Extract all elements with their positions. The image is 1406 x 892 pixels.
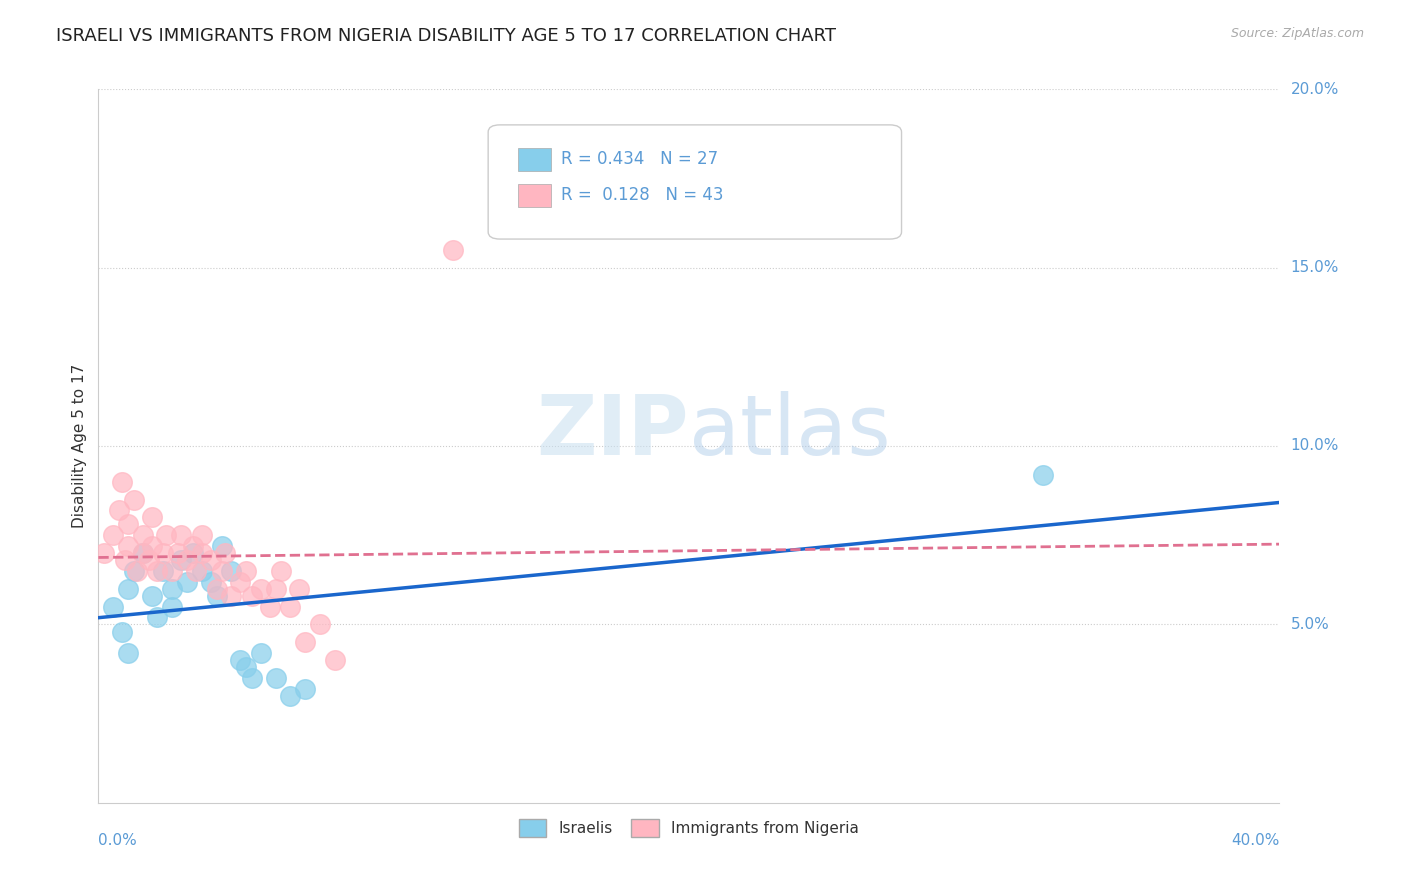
Text: atlas: atlas [689, 392, 890, 472]
Point [170, 528, 193, 542]
Point [235, 660, 257, 674]
Point [176, 553, 198, 567]
Point [170, 553, 193, 567]
Point [280, 599, 302, 614]
Point [93, 546, 115, 560]
Text: R =  0.128   N = 43: R = 0.128 N = 43 [561, 186, 724, 203]
Point [117, 539, 139, 553]
Point [146, 564, 169, 578]
Point [111, 624, 134, 639]
Text: Source: ZipAtlas.com: Source: ZipAtlas.com [1230, 27, 1364, 40]
Y-axis label: Disability Age 5 to 17: Disability Age 5 to 17 [72, 364, 87, 528]
Point [125, 564, 148, 578]
Point [162, 582, 183, 596]
Text: 20.0%: 20.0% [1291, 82, 1339, 96]
Point [162, 564, 183, 578]
Point [181, 546, 204, 560]
Point [264, 671, 287, 685]
Point [211, 539, 233, 553]
Point [309, 617, 332, 632]
FancyBboxPatch shape [517, 184, 551, 207]
Point [250, 582, 273, 596]
Text: 10.0%: 10.0% [1291, 439, 1339, 453]
Point [221, 564, 243, 578]
Point [323, 653, 346, 667]
Point [132, 546, 155, 560]
Point [152, 546, 174, 560]
Point [191, 564, 214, 578]
Point [205, 589, 228, 603]
Point [108, 503, 131, 517]
Point [191, 528, 214, 542]
Text: ISRAELI VS IMMIGRANTS FROM NIGERIA DISABILITY AGE 5 TO 17 CORRELATION CHART: ISRAELI VS IMMIGRANTS FROM NIGERIA DISAB… [56, 27, 837, 45]
Point [205, 582, 228, 596]
Point [132, 546, 155, 560]
Point [264, 582, 287, 596]
Point [191, 546, 214, 560]
Point [167, 546, 190, 560]
Point [122, 492, 145, 507]
Text: 40.0%: 40.0% [1232, 833, 1279, 848]
Point [229, 653, 252, 667]
Point [240, 589, 263, 603]
Point [229, 574, 252, 589]
Point [141, 589, 163, 603]
Point [200, 553, 222, 567]
Text: R = 0.434   N = 27: R = 0.434 N = 27 [561, 150, 718, 168]
Point [117, 517, 139, 532]
Point [240, 671, 263, 685]
Legend: Israelis, Immigrants from Nigeria: Israelis, Immigrants from Nigeria [512, 811, 866, 845]
Point [103, 528, 125, 542]
Point [221, 589, 243, 603]
Point [294, 635, 316, 649]
Point [103, 599, 125, 614]
Point [250, 646, 273, 660]
Point [111, 475, 134, 489]
Point [214, 546, 236, 560]
Point [122, 564, 145, 578]
Point [288, 582, 311, 596]
Point [181, 539, 204, 553]
Point [146, 610, 169, 624]
Text: ZIP: ZIP [537, 392, 689, 472]
FancyBboxPatch shape [488, 125, 901, 239]
Point [200, 574, 222, 589]
Point [235, 564, 257, 578]
Point [117, 646, 139, 660]
Point [117, 582, 139, 596]
Point [155, 528, 177, 542]
Point [259, 599, 281, 614]
Point [270, 564, 292, 578]
Point [294, 681, 316, 696]
Point [152, 564, 174, 578]
Point [176, 574, 198, 589]
Point [162, 599, 183, 614]
Point [114, 553, 136, 567]
FancyBboxPatch shape [517, 148, 551, 171]
Point [280, 689, 302, 703]
Point [184, 564, 207, 578]
Point [1032, 467, 1054, 482]
Point [211, 564, 233, 578]
Point [141, 510, 163, 524]
Text: 5.0%: 5.0% [1291, 617, 1329, 632]
Point [441, 243, 464, 257]
Text: 15.0%: 15.0% [1291, 260, 1339, 275]
Point [141, 539, 163, 553]
Text: 0.0%: 0.0% [98, 833, 138, 848]
Point [132, 528, 155, 542]
Point [138, 553, 160, 567]
